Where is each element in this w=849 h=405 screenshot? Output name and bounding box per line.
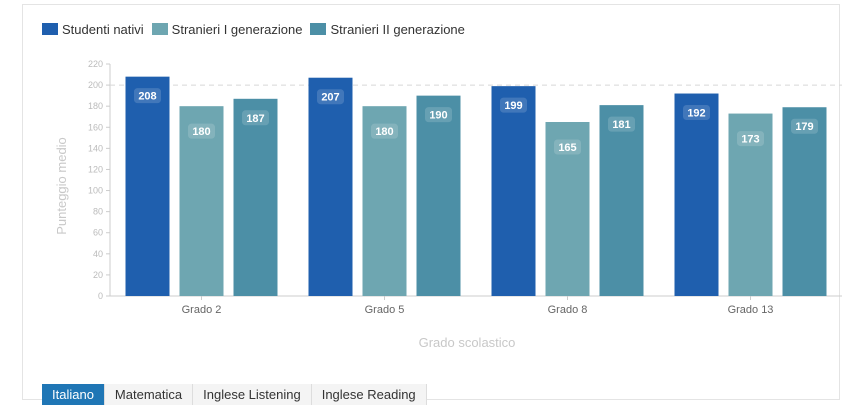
data-label: 179 — [795, 121, 813, 133]
legend-item-series-1[interactable]: Stranieri I generazione — [151, 21, 303, 37]
data-label: 199 — [504, 100, 522, 112]
bar — [416, 95, 461, 297]
legend-label-0: Studenti nativi — [62, 21, 144, 37]
bar — [782, 107, 827, 297]
x-tick-label: Grado 5 — [365, 304, 405, 316]
data-label: 181 — [612, 119, 630, 131]
data-label: 207 — [321, 92, 339, 104]
x-tick-label: Grado 8 — [548, 304, 588, 316]
data-label: 180 — [192, 126, 210, 138]
legend-item-series-0[interactable]: Studenti nativi — [42, 22, 144, 37]
y-tick-label: 60 — [93, 228, 103, 238]
bar — [491, 86, 536, 297]
x-tick-label: Grado 2 — [182, 304, 222, 316]
y-tick-label: 80 — [93, 207, 103, 217]
y-tick-label: 200 — [88, 80, 103, 90]
bar — [308, 77, 353, 296]
y-tick-label: 100 — [88, 186, 103, 196]
tab-inglese-reading[interactable]: Inglese Reading — [311, 384, 427, 405]
bar — [545, 122, 590, 296]
bar — [674, 93, 719, 296]
data-label: 173 — [741, 134, 759, 146]
bar — [179, 106, 224, 296]
bars: 208 180 187 207 180 190 199 165 181 192 173 179 — [125, 76, 827, 297]
x-axis-title: Grado scolastico — [419, 335, 516, 350]
subject-tabs: Italiano Matematica Inglese Listening In… — [42, 384, 427, 405]
data-label: 190 — [429, 110, 447, 122]
y-tick-label: 180 — [88, 101, 103, 111]
legend-swatch-0 — [42, 23, 58, 35]
data-label: 180 — [375, 126, 393, 138]
tab-inglese-listening[interactable]: Inglese Listening — [193, 384, 312, 405]
y-tick-label: 160 — [88, 122, 103, 132]
bar — [728, 113, 773, 297]
legend-swatch-1 — [151, 23, 168, 35]
tab-italiano[interactable]: Italiano — [42, 384, 105, 405]
legend-label-2: Stranieri II generazione — [330, 21, 465, 37]
data-label: 187 — [246, 113, 264, 125]
legend-item-series-2[interactable]: Stranieri II generazione — [310, 21, 465, 37]
x-tick-label: Grado 13 — [728, 304, 774, 316]
data-label-box — [242, 110, 269, 126]
data-label: 165 — [558, 142, 576, 154]
y-tick-label: 220 — [88, 59, 103, 69]
bar — [599, 105, 644, 296]
data-label-box — [500, 97, 527, 113]
data-label-box — [425, 107, 452, 123]
data-label: 208 — [138, 91, 156, 103]
y-tick-label: 40 — [93, 249, 103, 259]
bar — [233, 98, 278, 296]
bar — [362, 106, 407, 296]
legend-label-1: Stranieri I generazione — [171, 21, 303, 37]
data-label: 192 — [687, 108, 705, 120]
data-label-box — [371, 123, 398, 139]
y-axis-title: Punteggio medio — [54, 137, 69, 235]
y-tick-label: 20 — [93, 270, 103, 280]
y-tick-label: 140 — [88, 143, 103, 153]
axes: 0 20 40 60 80 100 120 140 160 180 200 220 Grado 2 Gra… — [88, 59, 842, 316]
data-label-box — [188, 123, 215, 139]
legend: Studenti nativi Stranieri I generazione … — [42, 20, 465, 38]
data-label-box — [554, 139, 581, 155]
tab-matematica[interactable]: Matematica — [104, 384, 194, 405]
data-label-box — [134, 88, 161, 104]
data-label-box — [683, 105, 710, 121]
data-label-box — [737, 131, 764, 147]
legend-swatch-2 — [310, 23, 327, 35]
bar — [125, 76, 170, 297]
data-label-box — [791, 118, 818, 134]
data-label-box — [317, 89, 344, 105]
y-tick-label: 0 — [98, 291, 103, 301]
data-label-box — [608, 116, 635, 132]
bar-chart: 0 20 40 60 80 100 120 140 160 180 200 220 Grado 2 Gra… — [54, 59, 842, 350]
y-tick-label: 120 — [88, 164, 103, 174]
